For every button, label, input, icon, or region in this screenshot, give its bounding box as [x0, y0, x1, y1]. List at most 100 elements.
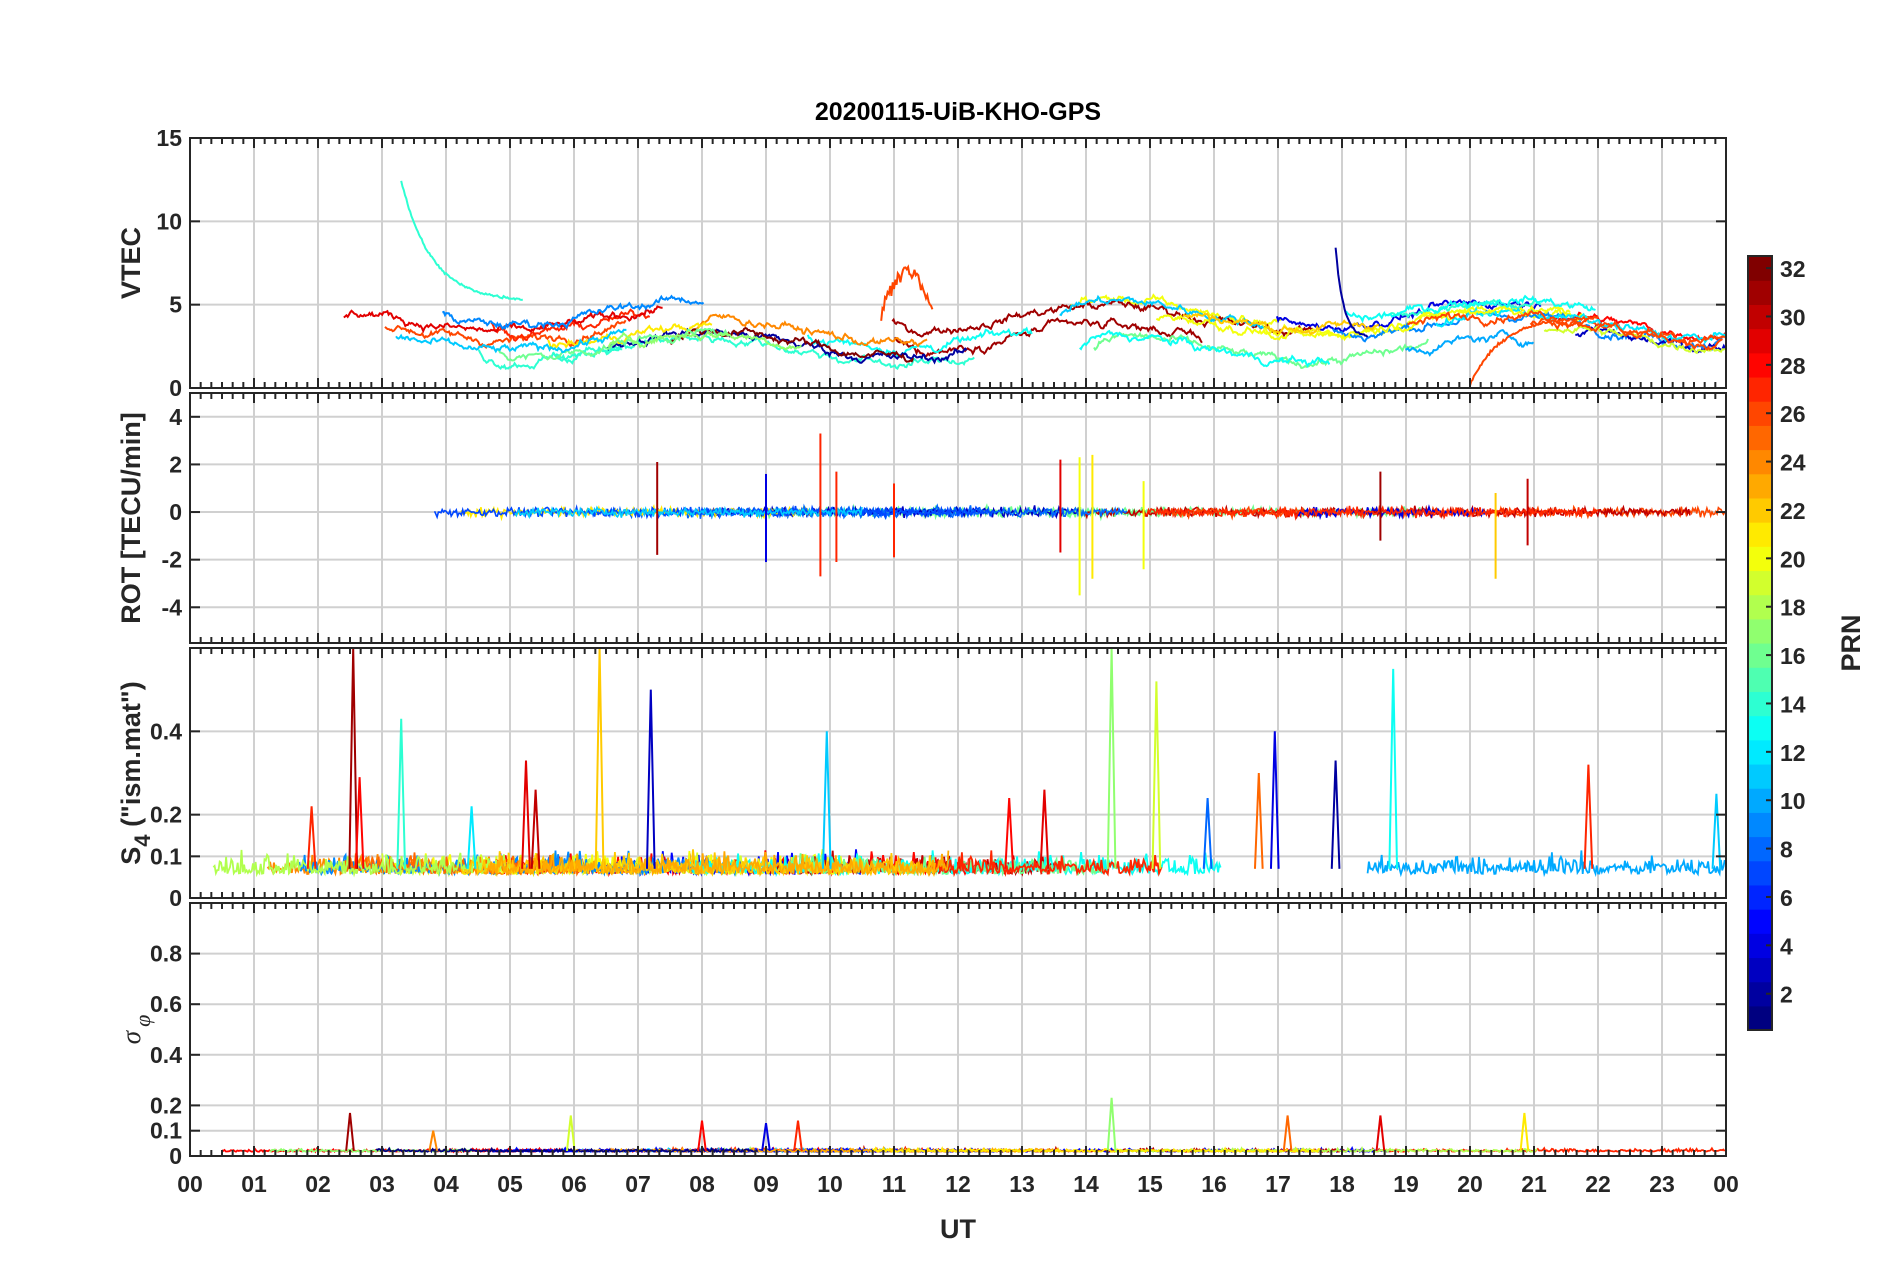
spike-prn-4: [1269, 731, 1280, 869]
colorbar-tick-label: 8: [1780, 837, 1793, 863]
series-line-prn-11: [1059, 294, 1265, 330]
colorbar-tick-label: 26: [1780, 401, 1806, 427]
x-tick-label: 00: [1713, 1171, 1739, 1197]
series-line-prn-13: [1345, 294, 1596, 324]
colorbar-segment: [1748, 618, 1772, 644]
y-tick-label: 0.2: [150, 802, 182, 828]
spike-prn-2: [1330, 760, 1341, 869]
series-line-prn-2: [606, 327, 968, 365]
colorbar-tick-label: 2: [1780, 982, 1793, 1008]
y-tick-label: 0: [169, 375, 182, 401]
spike-prn-3: [645, 689, 656, 869]
x-tick-label: 14: [1073, 1171, 1099, 1197]
panel-vtec: 0 5 10 15 VTEC: [116, 125, 1727, 401]
spike-prn-28: [354, 777, 365, 869]
spike-prn-17: [1106, 1097, 1117, 1152]
colorbar-tick-label: 12: [1780, 740, 1806, 766]
colorbar-tick-label: 14: [1780, 691, 1806, 717]
series-line-prn-11: [395, 328, 627, 354]
colorbar-tick-label: 30: [1780, 304, 1806, 330]
x-tick-label: 17: [1265, 1171, 1291, 1197]
spike-prn-28: [1004, 797, 1015, 869]
colorbar-frame: [1747, 255, 1773, 1031]
data-traces: [343, 180, 1726, 386]
colorbar-segment: [1748, 1005, 1772, 1031]
series-line-prn-21: [547, 321, 713, 350]
spike-prn-25: [1253, 772, 1264, 869]
series-line-prn-10: [1405, 328, 1535, 357]
spike-prn-27: [793, 1120, 803, 1152]
x-tick-label: 06: [561, 1171, 587, 1197]
data-traces: [221, 1097, 1726, 1154]
x-tick-label: 00: [177, 1171, 203, 1197]
colorbar-segment: [1748, 763, 1772, 789]
colorbar-segment: [1748, 957, 1772, 983]
x-tick-label: 21: [1521, 1171, 1547, 1197]
series-line-prn-26: [880, 264, 934, 321]
colorbar-tick-label: 20: [1780, 546, 1806, 572]
series-line-prn-9: [442, 294, 705, 331]
colorbar-tick-label: 18: [1780, 595, 1806, 621]
series-line-prn-23: [483, 850, 950, 878]
y-tick-label: 2: [169, 451, 182, 477]
spike-prn-13: [1388, 668, 1399, 869]
colorbar-segment: [1748, 522, 1772, 547]
spike-prn-19: [1151, 681, 1162, 869]
series-line-prn-13: [806, 326, 1033, 358]
spike-prn-29: [1039, 789, 1050, 869]
series-line-prn-31: [893, 317, 1203, 359]
series-line-prn-10: [1366, 850, 1726, 878]
series-line-prn-26: [384, 319, 627, 349]
y-tick-label: 0: [169, 1143, 182, 1169]
colorbar-segment: [1748, 280, 1772, 305]
y-tick-label: 0.1: [150, 1118, 182, 1144]
spike-prn-30: [530, 789, 541, 869]
series-line-prn-19: [1543, 325, 1726, 355]
y-tick-label: 0.6: [150, 991, 182, 1017]
colorbar-tick-label: 6: [1780, 885, 1793, 911]
colorbar-tick-label: 28: [1780, 353, 1806, 379]
spike-prn-28: [697, 1120, 707, 1152]
spike-prn-31: [345, 1112, 355, 1152]
series-line-prn-13: [1079, 329, 1331, 368]
x-axis-label: UT: [940, 1214, 976, 1244]
data-traces: [433, 433, 1726, 596]
series-line-prn-11: [514, 505, 863, 520]
colorbar-tick-label: 16: [1780, 643, 1806, 669]
series-line-prn-2: [1334, 247, 1369, 338]
colorbar-segment: [1748, 715, 1772, 741]
x-tick-label: 11: [882, 1171, 907, 1197]
series-line-prn-24: [692, 313, 928, 348]
colorbar-tick-label: 32: [1780, 256, 1806, 282]
x-tick-label: 16: [1201, 1171, 1227, 1197]
x-tick-label: 09: [753, 1171, 779, 1197]
colorbar-label: PRN: [1836, 614, 1866, 671]
series-line-prn-27: [490, 308, 651, 342]
x-tick-label: 02: [305, 1171, 331, 1197]
series-line-prn-21: [870, 1146, 1320, 1154]
colorbar-tick-label: 4: [1780, 933, 1793, 959]
y-tick-label: 0.1: [150, 843, 182, 869]
x-tick-labels: 00 01 02 03 04 05 06 07 08 09 10 11 12 13 14 15 16 17 18 19…: [177, 1171, 1739, 1197]
y-tick-label: 0.2: [150, 1092, 182, 1118]
panel-sigma_phi: 00.10.2 0.4 0.6 0.8 σφ: [116, 902, 1727, 1169]
colorbar-segment: [1748, 909, 1772, 934]
x-tick-label: 04: [433, 1171, 459, 1197]
spike-prn-29: [1375, 1115, 1386, 1152]
x-tick-label: 07: [625, 1171, 651, 1197]
y-axis-label: S4 ("ism.mat"): [116, 681, 155, 864]
spike-prn-8: [1202, 797, 1213, 869]
series-line-prn-20: [1155, 304, 1571, 342]
colorbar-segment: [1748, 667, 1772, 692]
y-tick-label: 4: [169, 404, 182, 430]
spike-prn-12: [466, 806, 477, 869]
colorbar-segment: [1748, 425, 1772, 451]
spike-prn-14: [396, 718, 407, 869]
colorbar-segment: [1748, 860, 1772, 886]
x-tick-label: 10: [817, 1171, 843, 1197]
y-tick-label: 0.4: [150, 1042, 182, 1068]
spike-prn-21: [1519, 1112, 1530, 1152]
colorbar-segment: [1748, 570, 1772, 596]
spike-prn-22: [594, 648, 605, 869]
